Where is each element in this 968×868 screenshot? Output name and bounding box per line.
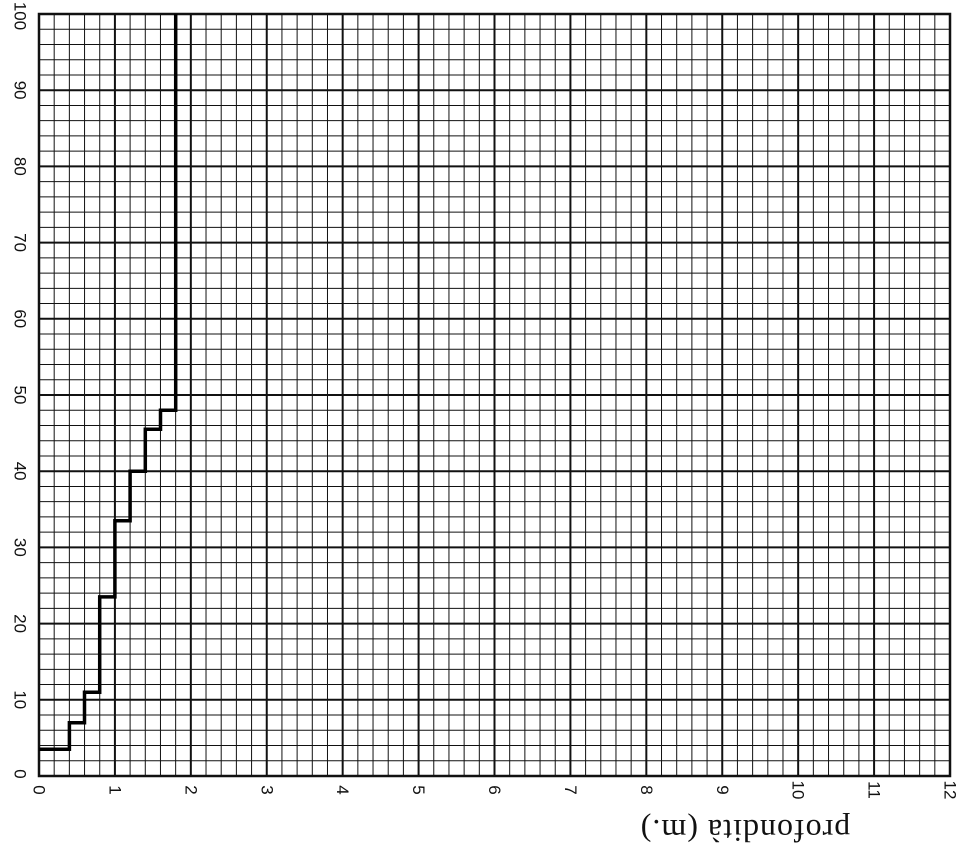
x-tick-label: 2	[181, 785, 200, 794]
y-tick-labels: 0 10 20 30 40 50 60 70 80 90 100	[11, 2, 30, 779]
x-tick-label: 1	[105, 785, 124, 794]
x-tick-label: 8	[637, 785, 656, 794]
x-tick-label: 9	[713, 785, 732, 794]
x-tick-label: 0	[30, 785, 49, 794]
axis-title-group: profondità (m.)	[640, 813, 851, 849]
x-tick-label: 7	[561, 785, 580, 794]
x-tick-label: 6	[485, 785, 504, 794]
x-tick-labels: 0 1 2 3 4 5 6 7 8 9 10 11 12	[30, 781, 960, 800]
grid-major	[37, 12, 952, 778]
x-tick-label: 5	[409, 785, 428, 794]
y-tick-label: 0	[11, 769, 30, 778]
y-tick-label: 100	[11, 2, 30, 30]
y-tick-label: 40	[11, 462, 30, 481]
y-tick-label: 30	[11, 538, 30, 557]
plot-frame	[37, 12, 952, 778]
y-tick-label: 20	[11, 614, 30, 633]
y-tick-label: 90	[11, 81, 30, 100]
series-line-0	[39, 14, 178, 752]
x-tick-label: 12	[941, 781, 960, 800]
x-tick-label: 10	[789, 781, 808, 800]
y-tick-label: 50	[11, 386, 30, 405]
y-tick-label: 10	[11, 690, 30, 709]
y-tick-label: 80	[11, 157, 30, 176]
axis-title: profondità (m.)	[640, 813, 851, 849]
y-tick-label: 60	[11, 309, 30, 328]
y-tick-label: 70	[11, 233, 30, 252]
series-layer	[39, 14, 178, 752]
x-tick-label: 4	[333, 785, 352, 794]
x-tick-label: 11	[865, 781, 884, 799]
x-tick-label: 3	[257, 785, 276, 794]
